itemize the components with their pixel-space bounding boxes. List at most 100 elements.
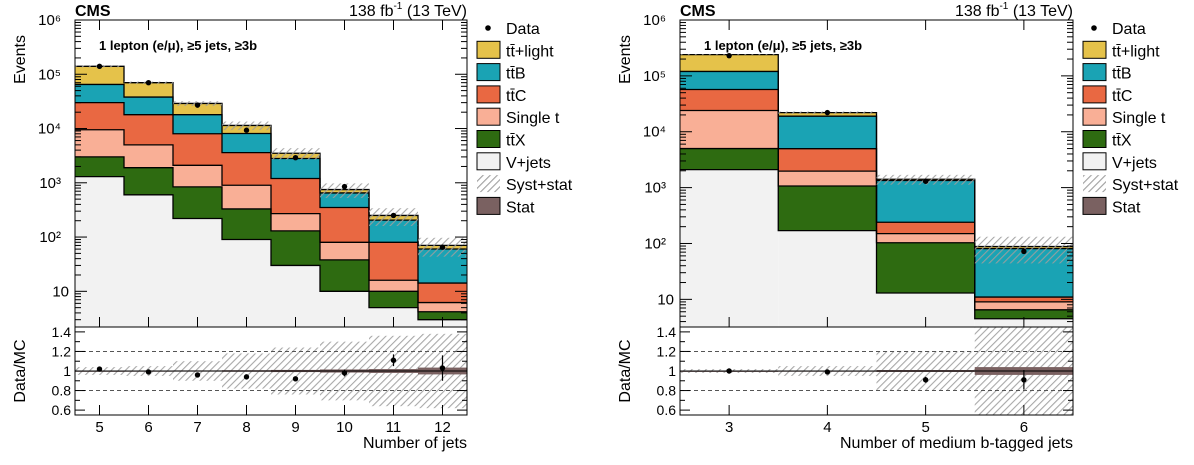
data-point [824,109,831,116]
bar-single_t [124,144,173,168]
stack-outline-ttX [75,156,467,313]
bar-single_t [876,233,975,243]
legend-label-data: Data [1112,21,1146,38]
bar-ttB [876,180,975,223]
stack-group [75,63,467,327]
legend-label-ttX: tt̄X [1112,133,1132,150]
selection-label: 1 lepton (e/μ), ≥5 jets, ≥3b [704,38,862,53]
legend-swatch-ttX [1082,130,1107,148]
bar-ttB [222,133,271,153]
y-tick-label: 10⁵ [38,66,61,83]
bar-single_t [974,301,1073,310]
ratio-point [145,369,152,375]
legend-label-single_t: Single t [506,110,560,127]
bar-vjets [124,194,173,327]
bar-ttC [369,242,418,281]
bar-vjets [680,169,779,327]
x-axis-label: Number of medium b-tagged jets [840,435,1073,452]
x-tick-label: 5 [95,419,103,436]
x-tick-label: 5 [921,419,929,436]
ratio-panel: 0.6 0.8 1 1.2 1.4 [657,324,1074,418]
chart-panel-1: 10 10² 10³ 10⁴ 10⁵ 10⁶ CMS 138 fb-1 (13 TeV) 1 l… [12,1,573,452]
bar-vjets [75,176,124,327]
x-tick-label: 8 [242,419,250,436]
x-tick-label: 10 [336,419,353,436]
bar-ttC [680,89,779,111]
legend-label-syst: Syst+stat [506,177,573,194]
ratio-point [390,357,397,363]
ratio-tick-label: 1 [63,363,71,379]
bar-ttX [974,309,1073,319]
chart-panel-2: 10 10² 10³ 10⁴ 10⁵ 10⁶ CMS 138 fb-1 (13 TeV) 1 l… [617,1,1179,452]
data-point [243,127,250,133]
bar-ttC [320,207,369,243]
bar-single_t [75,129,124,157]
legend-swatch-single_t [1082,107,1107,126]
lumi-value: 138 fb [955,3,1000,20]
x-tick-label: 12 [434,419,451,436]
legend-label-vjets: V+jets [1112,155,1157,172]
bar-single_t [173,165,222,187]
legend-swatch-ttB [1082,63,1107,82]
x-tick-label: 6 [144,419,152,436]
lumi-label: 138 fb-1 (13 TeV) [349,1,467,20]
syst-band-main [320,183,369,198]
ratio-point [922,377,929,383]
bar-vjets [173,218,222,327]
legend: Data tt̄+light tt̄B tt̄C Single t tt̄X V+jets S… [476,21,573,216]
x-tick-label: 3 [725,419,733,436]
y-tick-label: 10³ [39,175,61,192]
bar-ttB [271,158,320,179]
stack-outline-vjets [75,175,467,321]
bar-ttX [320,259,369,292]
data-point [292,154,299,161]
ratio-point [824,369,831,375]
legend-swatch-ttX [476,130,501,148]
energy-label: (13 TeV) [402,3,467,20]
ratio-tick-label: 0.6 [657,402,677,418]
data-point [1021,248,1027,255]
legend-label-ttB: tt̄B [1112,66,1132,83]
y-axis-label: Events [12,35,29,84]
bar-ttC [124,114,173,145]
ratio-tick-label: 1.4 [52,324,72,340]
legend: Data tt̄+light tt̄B tt̄C Single t tt̄X V+jets S… [1082,21,1179,216]
bar-single_t [369,280,418,292]
bar-ttX [680,148,779,170]
legend-label-ttC: tt̄C [1112,88,1132,105]
y-tick-label: 10⁶ [38,12,61,29]
bar-ttC [974,297,1073,302]
legend-swatch-ttC [1082,85,1107,104]
bar-ttC [876,222,975,234]
bar-ttC [75,102,124,130]
legend-marker-data [1091,25,1097,31]
y-tick-label: 10⁴ [38,121,61,138]
data-point [439,244,446,250]
bar-ttX [418,311,467,320]
stack-outline-single_t [75,129,467,304]
y-tick-label: 10 [52,283,69,300]
legend-swatch-ttlight [476,40,501,59]
ratio-tick-label: 1.2 [52,343,72,359]
syst-band-main [222,121,271,131]
y-axis: 10 10² 10³ 10⁴ 10⁵ 10⁶ [643,12,1073,323]
ratio-tick-label: 1.4 [657,324,677,340]
bar-single_t [320,242,369,260]
bar-ttC [418,283,467,303]
ratio-point [194,372,201,378]
bar-ttlight [680,54,779,72]
bar-ttB [778,116,877,149]
ratio-panel: 0.6 0.8 1 1.2 1.4 [52,324,468,418]
bar-ttlight [124,82,173,98]
syst-band-main [271,148,320,160]
ratio-point [96,366,103,372]
legend-label-stat: Stat [506,199,535,216]
x-tick-label: 6 [1020,419,1028,436]
ratio-tick-label: 1 [668,363,676,379]
y-axis: 10 10² 10³ 10⁴ 10⁵ 10⁶ [38,12,467,321]
legend-label-vjets: V+jets [506,155,551,172]
legend-swatch-vjets [476,152,501,171]
bar-single_t [222,185,271,209]
ratio-point [726,368,732,374]
